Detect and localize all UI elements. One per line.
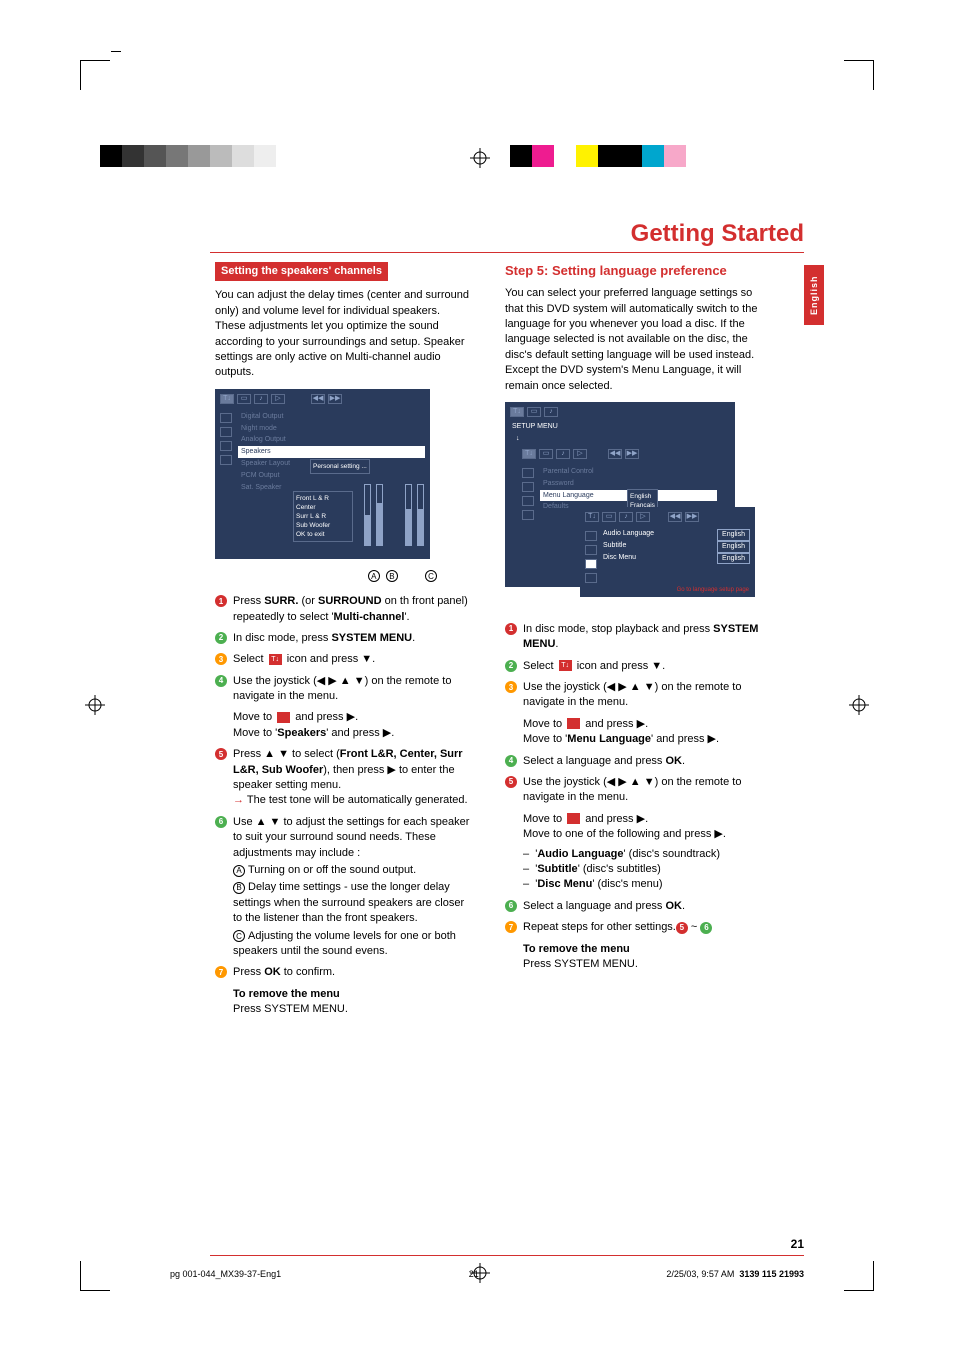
footer-page: 21: [469, 1269, 479, 1279]
footer-file: pg 001-044_MX39-37-Eng1: [170, 1269, 281, 1279]
registration-mark-icon: [85, 695, 105, 715]
color-bar-right: [510, 145, 730, 167]
setup-menu-screenshot: T↓▭♪▷ ◀◀▶▶ Digital OutputNight modeAnalo…: [215, 389, 430, 559]
section-bar: Setting the speakers' channels: [215, 262, 388, 281]
remove-menu: To remove the menu Press SYSTEM MENU.: [233, 987, 470, 1018]
diagram-labels: A B C: [215, 569, 470, 584]
registration-mark-icon: [470, 148, 490, 168]
footer-partnum: 3139 115 21993: [739, 1269, 804, 1279]
step-header: Step 5: Setting language preference: [505, 262, 760, 280]
right-column: Step 5: Setting language preference You …: [505, 262, 760, 978]
page-number: 21: [791, 1237, 804, 1251]
crop-mark: [80, 60, 110, 90]
registration-mark-icon: [849, 695, 869, 715]
left-column: Setting the speakers' channels You can a…: [215, 262, 470, 1024]
footer-date: 2/25/03, 9:57 AM: [666, 1269, 734, 1279]
language-tab: English: [804, 265, 824, 325]
crop-mark: [80, 1261, 110, 1291]
remove-menu: To remove the menu Press SYSTEM MENU.: [523, 942, 760, 973]
intro-paragraph: You can select your preferred language s…: [505, 286, 760, 394]
crop-mark: [844, 60, 874, 90]
setup-menu-screenshot: T↓▭♪ SETUP MENU ↓ T↓▭♪▷ ◀◀▶▶ Parental Co…: [505, 402, 735, 587]
intro-paragraph: You can adjust the delay times (center a…: [215, 288, 470, 380]
page-title: Getting Started: [631, 220, 804, 248]
crop-mark: [844, 1261, 874, 1291]
footer: pg 001-044_MX39-37-Eng1 21 2/25/03, 9:57…: [170, 1269, 804, 1279]
footer-rule: [210, 1255, 804, 1256]
title-underline: [210, 252, 804, 253]
color-bar-left: [100, 145, 364, 167]
